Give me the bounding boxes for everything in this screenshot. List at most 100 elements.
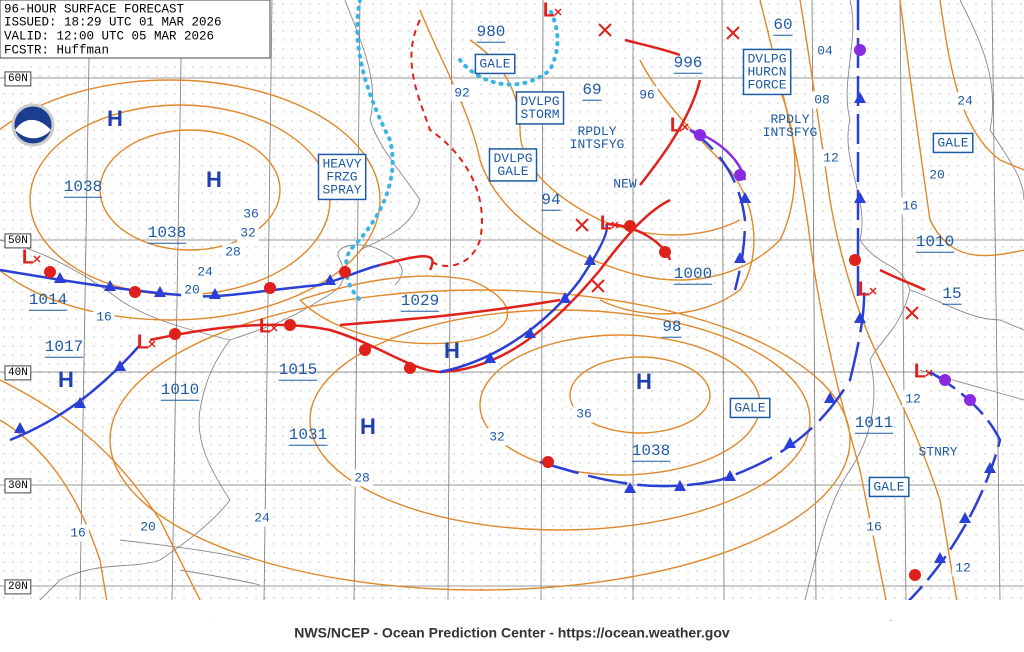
isobar-label: 16: [70, 525, 86, 540]
cold-front-triangle: [559, 292, 571, 303]
pressure-label: 1011: [855, 414, 893, 432]
occluded-marker: [694, 129, 706, 141]
note: INTSFYG: [570, 137, 625, 152]
cold-front-triangle: [624, 482, 636, 493]
latitude-label: 50N: [8, 235, 28, 247]
warm-front-semicircle: [542, 456, 554, 468]
pressure-label: 98: [662, 318, 681, 336]
low-x: [148, 340, 156, 348]
header-line: 96-HOUR SURFACE FORECAST: [4, 2, 185, 16]
note: NEW: [613, 176, 637, 191]
isobar-label: 20: [140, 519, 156, 534]
isobar-label: 12: [823, 150, 839, 165]
label-box: [4, 71, 32, 87]
cold-front-triangle: [104, 280, 116, 291]
warm-front-semicircle: [359, 344, 371, 356]
header-box: [0, 0, 271, 59]
warm-front-semicircle: [659, 246, 671, 258]
occluded-marker: [964, 394, 976, 406]
isobar-label: 20: [184, 282, 200, 297]
boxed-note: DVLPG: [493, 151, 532, 166]
label-box: [820, 149, 842, 167]
label-box: [899, 197, 921, 215]
label-box: [137, 518, 159, 536]
note: INTSFYG: [763, 125, 818, 140]
pressure-label: 1010: [161, 381, 199, 399]
label-box: [181, 281, 203, 299]
boxed-note: GALE: [497, 164, 528, 179]
isobar-label: 16: [902, 198, 918, 213]
pressure-label: 60: [773, 16, 792, 34]
cold-front-triangle: [854, 192, 866, 203]
cold-front-triangle: [324, 274, 336, 285]
pressure-label: 1029: [401, 292, 439, 310]
isobar-label: 28: [225, 244, 241, 259]
isobar-label: 24: [957, 93, 973, 108]
isobar-label: 24: [254, 510, 270, 525]
cold-front-triangle: [854, 92, 866, 103]
warm-front-semicircle: [264, 282, 276, 294]
boxed-note: DVLPG: [747, 51, 786, 66]
label-box: [573, 405, 595, 423]
isobar-label: 12: [905, 391, 921, 406]
note: RPDLY: [577, 124, 616, 139]
note-box: [515, 91, 565, 125]
isobar-label: 08: [814, 92, 830, 107]
cold-front-triangle: [54, 272, 66, 283]
boxed-note: SPRAY: [322, 182, 361, 197]
label-box: [4, 365, 32, 381]
low-center: L: [137, 331, 149, 353]
boxed-note: GALE: [479, 56, 510, 71]
isobar-label: 32: [240, 225, 256, 240]
low-center: L: [914, 360, 926, 382]
note-box: [317, 153, 367, 201]
header-line: ISSUED: 18:29 UTC 01 MAR 2026: [4, 15, 222, 29]
label-box: [486, 428, 508, 446]
cold-front-triangle: [784, 437, 796, 448]
boxed-note: HURCN: [747, 64, 786, 79]
high-center: H: [206, 167, 222, 192]
pressure-label: 94: [541, 191, 560, 209]
low-x: [554, 8, 562, 16]
isobar-label: 92: [454, 85, 470, 100]
cold-front-triangle: [674, 480, 686, 491]
high-center: H: [444, 338, 460, 363]
label-box: [954, 92, 976, 110]
pressure-label: 1017: [45, 338, 83, 356]
cold-front-triangle: [74, 397, 86, 408]
note-box: [488, 148, 538, 182]
cold-front-triangle: [584, 254, 596, 265]
label-box: [902, 390, 924, 408]
latitude-label: 40N: [8, 367, 28, 379]
isobar-label: 36: [576, 406, 592, 421]
note-box: [474, 53, 516, 75]
pressure-label: 1014: [29, 291, 67, 309]
boxed-note: DVLPG: [520, 94, 559, 109]
pressure-label: 1010: [916, 233, 954, 251]
low-x: [869, 287, 877, 295]
note-box: [868, 476, 910, 498]
low-center: L: [543, 0, 555, 21]
boxed-note: GALE: [873, 479, 904, 494]
warm-front-semicircle: [129, 286, 141, 298]
low-center: L: [259, 315, 271, 337]
low-position-x: [726, 26, 740, 40]
label-box: [237, 224, 259, 242]
cold-front-triangle: [724, 470, 736, 481]
low-position-x: [905, 306, 919, 320]
label-box: [863, 518, 885, 536]
label-box: [67, 524, 89, 542]
isobar-label: 16: [866, 519, 882, 534]
high-center: H: [58, 367, 74, 392]
occluded-marker: [734, 169, 746, 181]
label-box: [926, 166, 948, 184]
warm-front-semicircle: [404, 362, 416, 374]
pressure-label: 1038: [148, 224, 186, 242]
cold-front-triangle: [854, 312, 866, 323]
warm-front-semicircle: [624, 220, 636, 232]
label-box: [814, 42, 836, 60]
boxed-note: FRZG: [326, 169, 357, 184]
isobar-label: 28: [354, 470, 370, 485]
high-center: H: [636, 369, 652, 394]
